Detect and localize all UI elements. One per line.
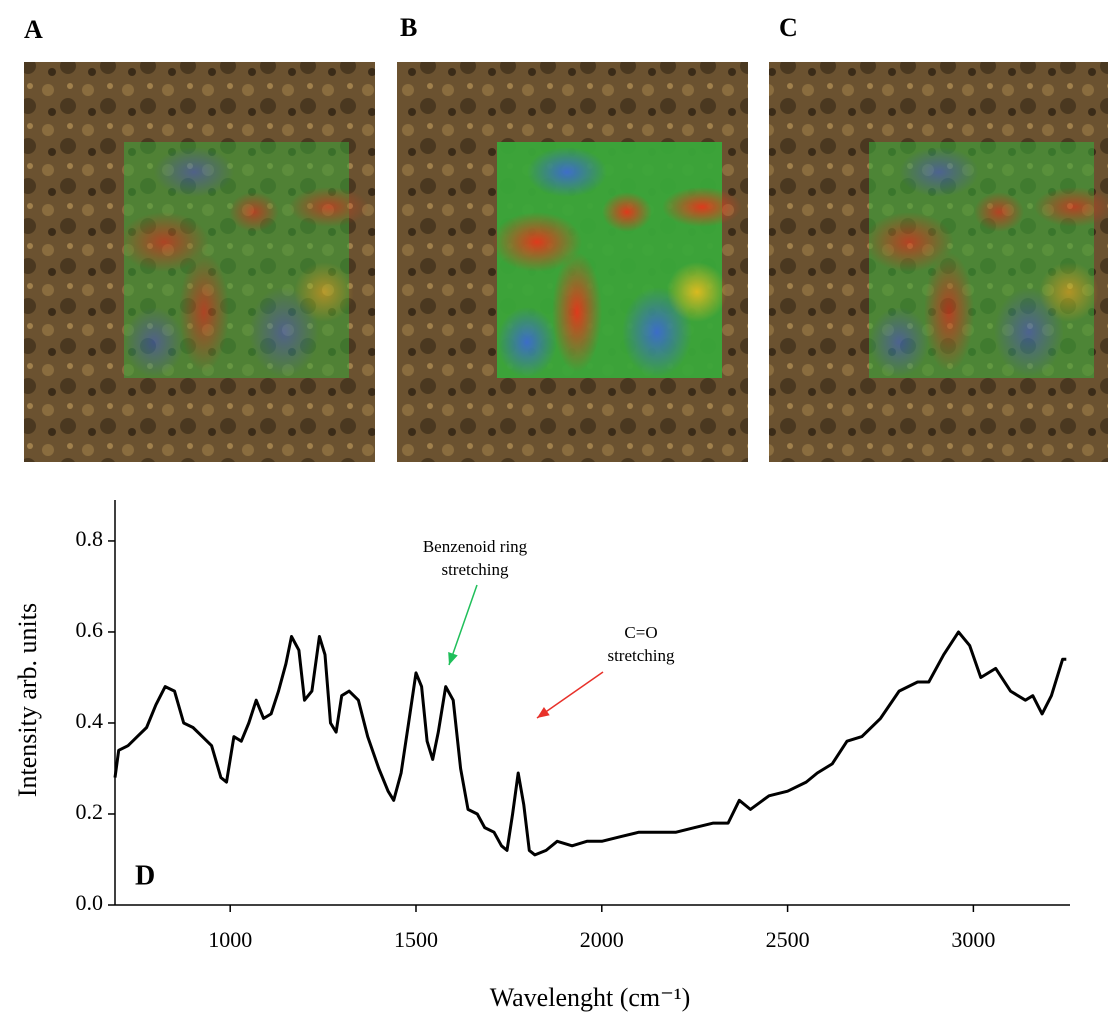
chart-label: D [135, 860, 155, 891]
panel-label: B [400, 13, 417, 42]
y-tick-label: 0.8 [76, 526, 104, 551]
x-tick-label: 3000 [951, 927, 995, 952]
y-axis-label: Intensity arb. units [13, 603, 42, 797]
y-tick-label: 0.0 [76, 890, 104, 915]
annotation-text: Benzenoid ring [423, 537, 528, 556]
annotation-text: C=O [624, 623, 657, 642]
x-tick-label: 1000 [208, 927, 252, 952]
annotation-arrowhead [537, 707, 550, 718]
spectrum-line [113, 630, 1067, 857]
panel-label: C [779, 13, 798, 42]
x-tick-label: 2500 [766, 927, 810, 952]
x-axis-label: Wavelenght (cm⁻¹) [490, 983, 691, 1012]
x-tick-label: 1500 [394, 927, 438, 952]
annotation-arrowhead [448, 652, 458, 665]
annotation-arrow [536, 671, 604, 719]
annotation-text: stretching [607, 646, 675, 665]
y-tick-label: 0.4 [76, 708, 104, 733]
annotation-text: stretching [441, 560, 509, 579]
x-tick-label: 2000 [580, 927, 624, 952]
panel-label: A [24, 15, 43, 44]
image-panel [24, 62, 1108, 462]
y-tick-label: 0.6 [76, 617, 104, 642]
y-tick-label: 0.2 [76, 799, 104, 824]
annotation-arrow [448, 584, 478, 666]
